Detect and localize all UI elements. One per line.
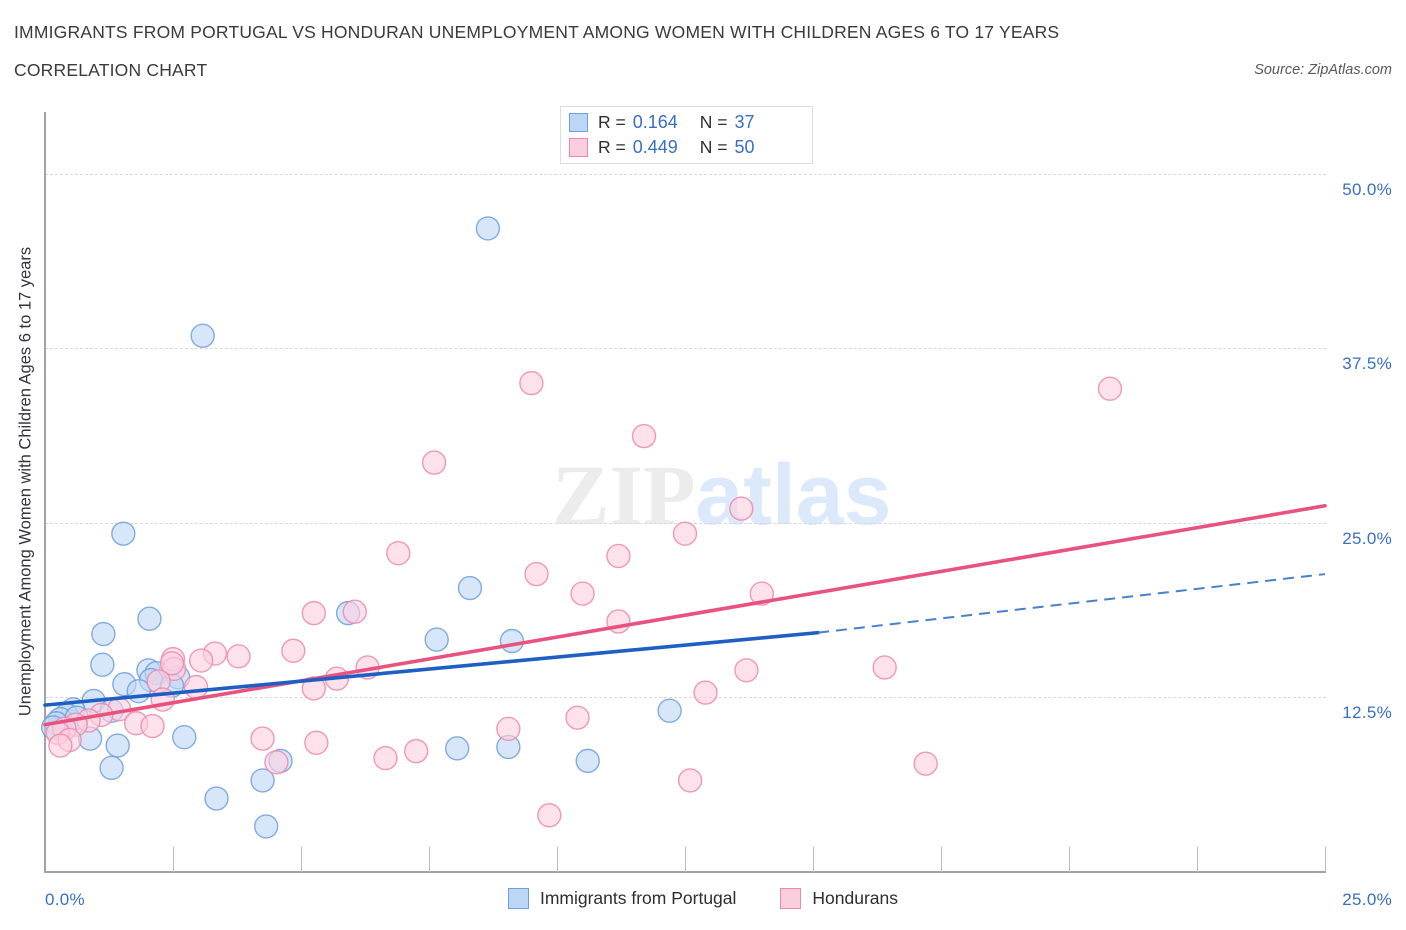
data-point bbox=[424, 627, 449, 652]
x-axis-tick bbox=[1069, 847, 1071, 872]
gridline bbox=[45, 174, 1326, 176]
source-label: Source: ZipAtlas.com bbox=[1254, 62, 1392, 78]
data-point bbox=[693, 680, 718, 705]
data-point bbox=[188, 648, 214, 673]
data-point bbox=[250, 726, 275, 751]
page-subtitle: CORRELATION CHART bbox=[14, 60, 208, 80]
data-point bbox=[373, 745, 398, 771]
data-point bbox=[496, 716, 521, 742]
data-point bbox=[48, 733, 73, 758]
data-point bbox=[111, 521, 136, 546]
legend-item-portugal[interactable]: Immigrants from Portugal bbox=[507, 888, 737, 909]
data-point bbox=[457, 575, 483, 601]
data-point bbox=[264, 750, 289, 775]
data-point bbox=[183, 674, 209, 700]
data-point bbox=[672, 521, 698, 546]
x-axis-tick bbox=[685, 847, 687, 872]
data-point bbox=[172, 724, 197, 750]
data-point bbox=[475, 216, 501, 241]
data-point bbox=[90, 652, 115, 677]
r-label-hondurans: R = bbox=[598, 137, 626, 157]
data-point bbox=[250, 768, 275, 793]
legend-label-portugal: Immigrants from Portugal bbox=[539, 888, 737, 908]
trend-lines-group bbox=[43, 503, 1327, 727]
x-axis-tick bbox=[1325, 847, 1327, 872]
r-label-portugal: R = bbox=[598, 112, 626, 132]
data-point bbox=[606, 543, 631, 569]
data-point bbox=[537, 803, 562, 828]
data-point bbox=[570, 581, 595, 606]
data-point bbox=[137, 606, 162, 631]
scatter-points-group bbox=[40, 216, 1123, 839]
chart-legend: Immigrants from Portugal Hondurans bbox=[0, 888, 1406, 909]
data-point bbox=[140, 713, 165, 739]
x-axis-min-label: 0.0% bbox=[45, 890, 85, 909]
data-point bbox=[304, 730, 329, 755]
data-point bbox=[657, 698, 682, 723]
x-axis-max-label: 25.0% bbox=[1342, 890, 1392, 909]
gridline bbox=[45, 348, 1326, 350]
data-point bbox=[386, 540, 411, 566]
data-point bbox=[190, 323, 215, 348]
n-label-portugal: N = bbox=[699, 112, 728, 132]
n-value-portugal: 37 bbox=[734, 112, 755, 132]
legend-item-hondurans[interactable]: Hondurans bbox=[780, 888, 898, 909]
correlation-stats-box: R = 0.164 N = 37 R = 0.449 N = 50 bbox=[560, 106, 813, 164]
data-point bbox=[91, 621, 116, 647]
stats-row-hondurans: R = 0.449 N = 50 bbox=[569, 135, 755, 160]
data-point bbox=[253, 814, 279, 839]
r-value-hondurans: 0.449 bbox=[632, 137, 678, 157]
data-point bbox=[226, 644, 251, 669]
data-point bbox=[519, 370, 544, 396]
y-axis-tick-label: 37.5% bbox=[1342, 354, 1392, 374]
r-value-portugal: 0.164 bbox=[632, 112, 678, 132]
legend-swatch-portugal-icon bbox=[507, 888, 529, 909]
y-axis-tick-label: 25.0% bbox=[1342, 528, 1392, 548]
data-point bbox=[734, 658, 759, 683]
data-point bbox=[872, 655, 897, 680]
data-point bbox=[204, 786, 229, 811]
legend-label-hondurans: Hondurans bbox=[812, 888, 899, 908]
data-point bbox=[159, 651, 185, 676]
x-axis-tick bbox=[1197, 847, 1199, 872]
data-point bbox=[301, 600, 326, 626]
x-axis-tick bbox=[941, 847, 943, 872]
data-point bbox=[99, 755, 124, 781]
data-point bbox=[913, 751, 938, 776]
n-label-hondurans: N = bbox=[699, 137, 728, 157]
data-point bbox=[729, 496, 754, 521]
page-title: IMMIGRANTS FROM PORTUGAL VS HONDURAN UNE… bbox=[14, 22, 1060, 42]
data-point bbox=[1097, 376, 1123, 401]
data-point bbox=[631, 423, 657, 449]
legend-swatch-hondurans-icon bbox=[780, 888, 802, 909]
stats-row-portugal: R = 0.164 N = 37 bbox=[569, 110, 755, 135]
data-point bbox=[677, 768, 703, 793]
y-axis-tick-label: 50.0% bbox=[1342, 180, 1392, 200]
data-point bbox=[281, 638, 306, 663]
trend-line-hondurans bbox=[43, 503, 1327, 727]
x-axis-tick bbox=[429, 847, 431, 872]
x-axis-tick bbox=[813, 847, 815, 872]
data-point bbox=[565, 705, 590, 730]
data-point bbox=[524, 561, 549, 587]
x-axis-tick bbox=[557, 847, 559, 872]
data-point bbox=[421, 450, 447, 475]
x-axis-tick bbox=[173, 847, 175, 872]
data-point bbox=[342, 599, 367, 624]
gridline bbox=[45, 696, 1326, 698]
data-point bbox=[404, 738, 429, 764]
data-point bbox=[105, 733, 130, 758]
data-point bbox=[444, 736, 470, 761]
trend-line-portugal bbox=[43, 630, 820, 707]
data-point bbox=[499, 628, 525, 654]
data-point bbox=[575, 748, 600, 774]
x-axis-tick bbox=[301, 847, 303, 872]
n-value-hondurans: 50 bbox=[734, 137, 755, 157]
blue-swatch-icon bbox=[569, 113, 588, 132]
y-axis-tick-label: 12.5% bbox=[1342, 702, 1392, 722]
trend-line-portugal-projected bbox=[818, 573, 1326, 634]
pink-swatch-icon bbox=[569, 138, 588, 157]
y-axis-line bbox=[44, 112, 46, 872]
